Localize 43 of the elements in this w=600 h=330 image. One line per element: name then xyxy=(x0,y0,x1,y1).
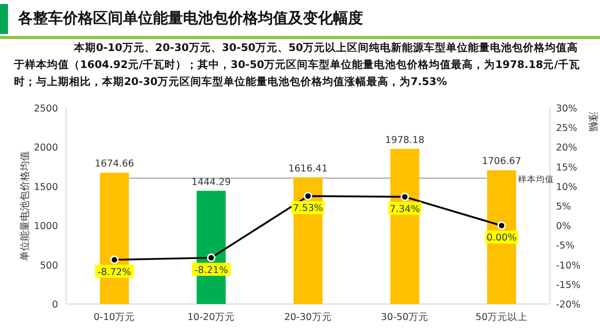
y-axis-title: 单位能量电池包价格均值 xyxy=(19,151,31,261)
point xyxy=(497,221,506,230)
y2-tick-label: -20% xyxy=(556,300,581,310)
y2-tick-label: -5% xyxy=(556,240,574,252)
point xyxy=(206,254,216,262)
data-label: 7.53% xyxy=(292,203,324,214)
y2-tick-label: 15% xyxy=(556,162,578,174)
bar xyxy=(390,148,420,304)
x-tick-label: 30-50万元 xyxy=(380,312,429,323)
data-label: 1444.29 xyxy=(192,176,231,188)
y2-axis-title: 涨幅 xyxy=(587,112,599,132)
chart-title: 各整车价格区间单位能量电池包价格均值及变化幅度 xyxy=(18,9,363,28)
data-label: 1616.41 xyxy=(288,163,328,174)
x-tick-label: 10-20万元 xyxy=(187,312,236,323)
y-tick-label: 1500 xyxy=(34,182,58,193)
data-label: 0.00% xyxy=(486,232,517,244)
data-label: 7.34% xyxy=(390,204,420,215)
y2-tick-label: -15% xyxy=(556,280,581,291)
x-tick-label: 0-10万元 xyxy=(94,312,136,323)
data-label: 1706.67 xyxy=(482,156,522,168)
y-tick-label: 500 xyxy=(40,260,58,272)
data-label: -8.72% xyxy=(98,266,132,278)
data-label: -8.21% xyxy=(194,264,228,276)
x-tick-label: 20-30万元 xyxy=(284,312,332,323)
y-tick-label: 2000 xyxy=(34,142,58,154)
point xyxy=(304,192,312,200)
y2-tick-label: 10% xyxy=(556,182,578,193)
y-tick-label: 1000 xyxy=(34,221,58,232)
y2-tick-label: 20% xyxy=(556,142,578,154)
point xyxy=(110,256,119,264)
data-label: 1978.18 xyxy=(385,134,424,146)
y2-tick-label: 5% xyxy=(556,202,572,212)
y2-tick-label: 0% xyxy=(556,221,572,232)
y2-tick-label: -10% xyxy=(556,260,581,272)
data-label: 1674.66 xyxy=(94,158,134,170)
ref-line-label: 样本均值 xyxy=(518,174,554,186)
y2-tick-label: 25% xyxy=(556,123,578,134)
point xyxy=(400,192,410,202)
text: 本期0-10万元、20-30万元、30-50万元、50万元以上区间纯电新能源车型单位能量电池包价格均值高于样本均值（1604.92元/千瓦时）；其中，30-50万元区间车型单位能量电池包价格均值最高，为1978.18元/千瓦时；与上期相比，本期20-30万元区间车型单位能量电池包价格均值涨幅最高，为7.53% xyxy=(14,40,581,90)
y-tick-label: 0 xyxy=(52,300,58,310)
y2-tick-label: 30% xyxy=(556,104,578,114)
x-tick-label: 50万元以上 xyxy=(476,311,528,323)
y-tick-label: 2500 xyxy=(34,104,58,114)
